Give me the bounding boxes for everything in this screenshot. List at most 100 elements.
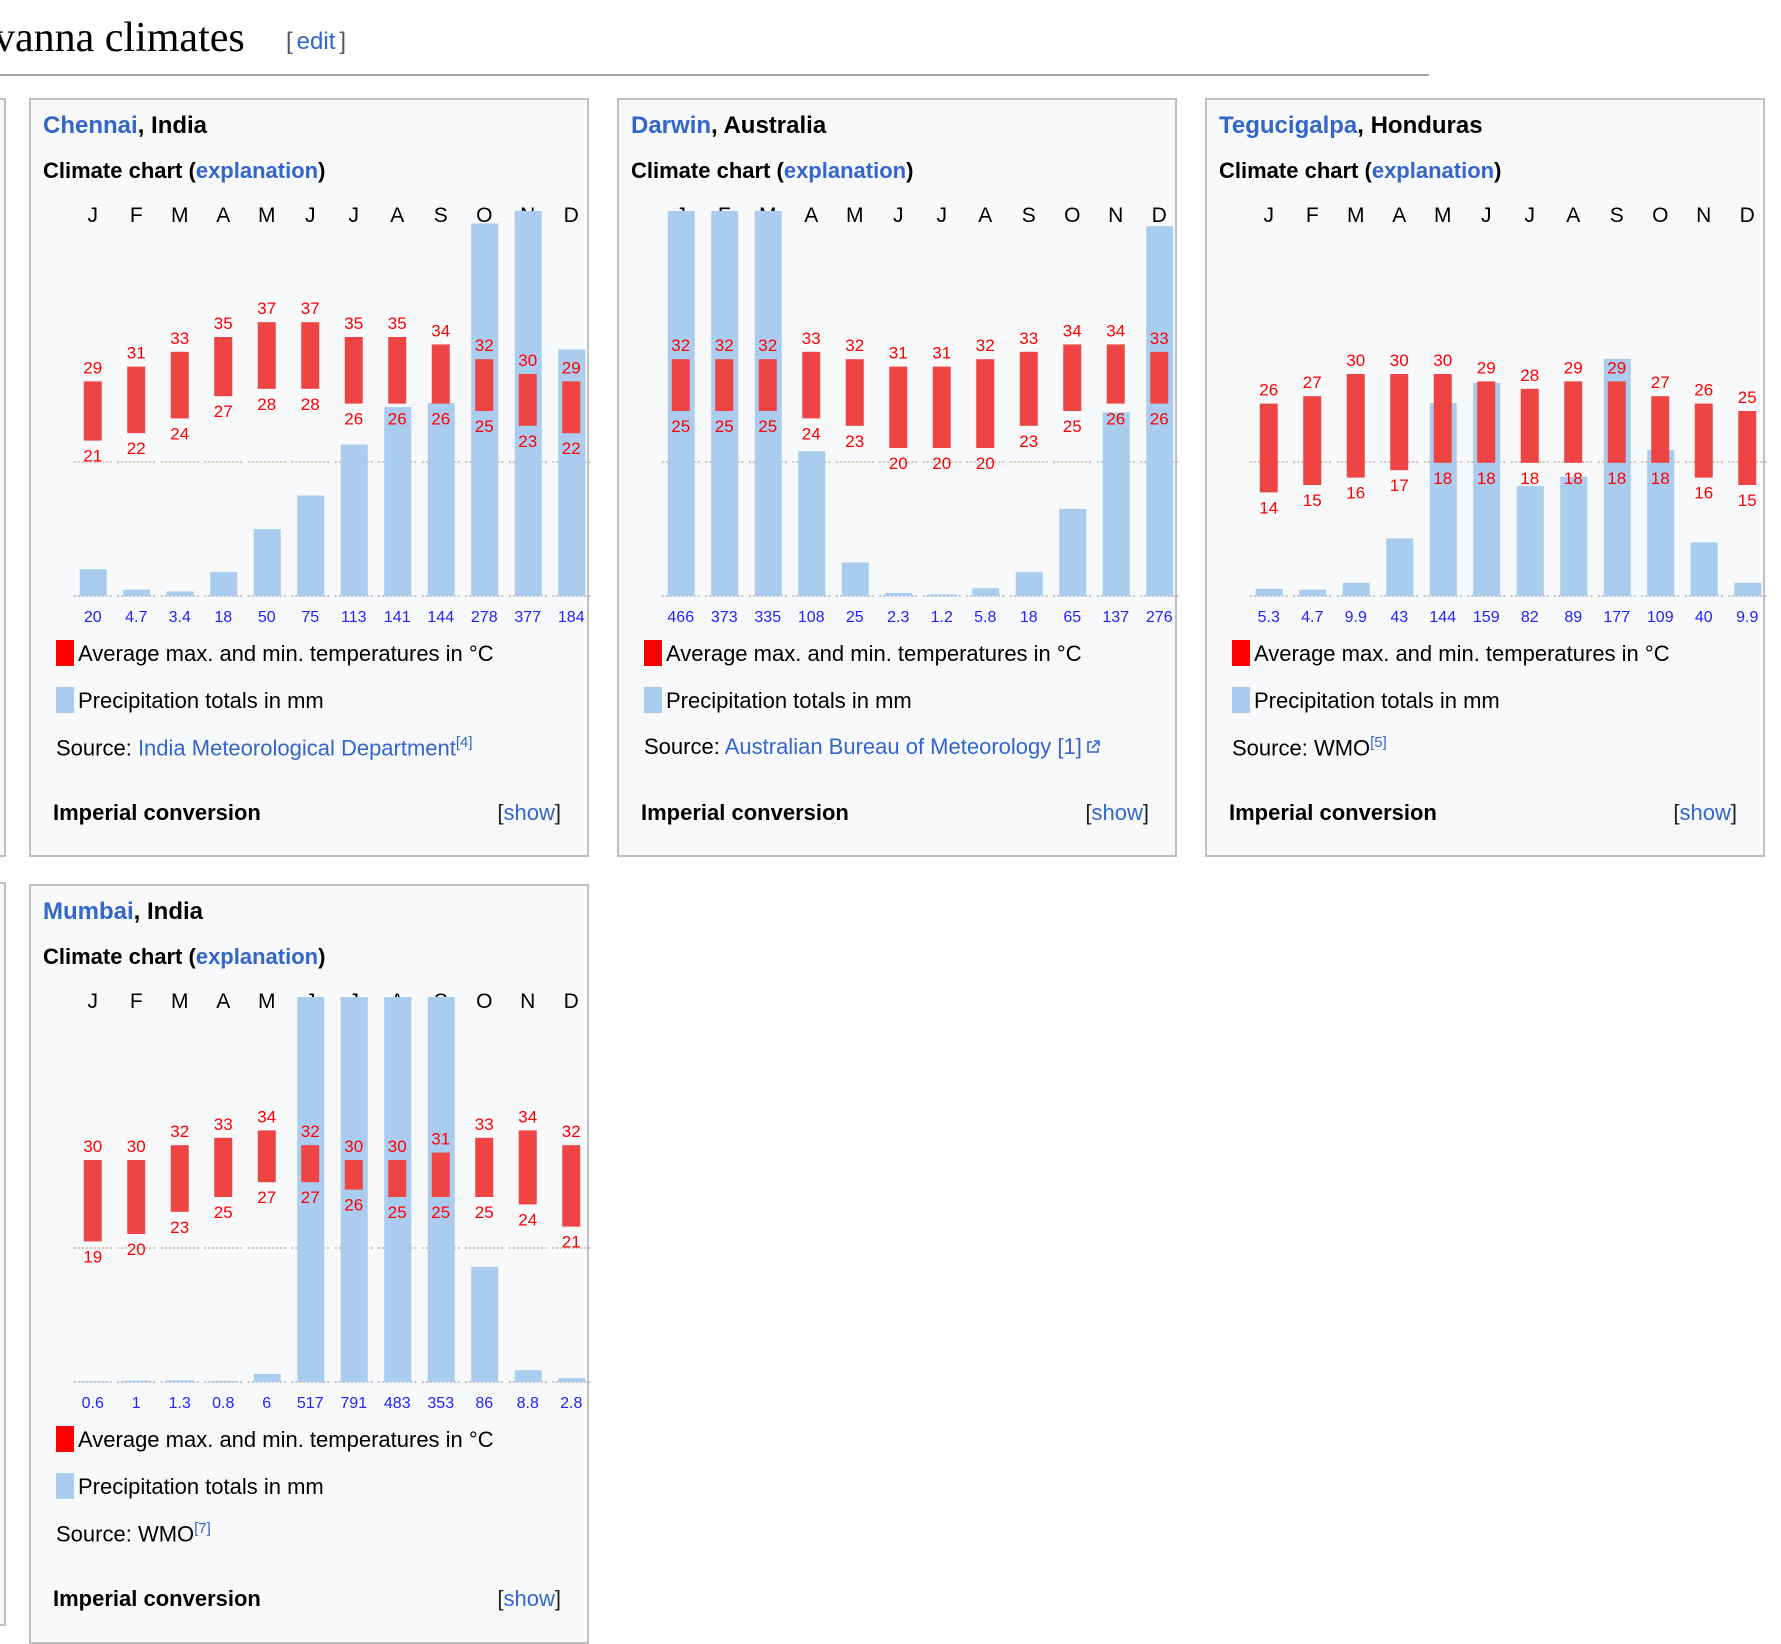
blue-swatch-icon — [1232, 687, 1250, 713]
blue-swatch-icon — [56, 1473, 74, 1499]
climate-chart-label: Climate chart (explanation) — [43, 158, 325, 184]
citation-ref[interactable]: [4] — [455, 734, 473, 751]
max-temp-label: 34 — [257, 1107, 276, 1126]
precip-bar — [210, 571, 238, 596]
legend-temp-text: Average max. and min. temperatures in °C — [1254, 641, 1670, 666]
source-link[interactable]: Australian Bureau of Meteorology [1] — [724, 734, 1082, 759]
precip-bar — [1690, 542, 1718, 596]
precip-label: 466 — [667, 609, 694, 626]
min-temp-label: 18 — [1520, 469, 1539, 488]
previous-box-edge — [0, 882, 6, 1626]
max-temp-label: 32 — [562, 1122, 581, 1141]
precip-label: 8.8 — [517, 1395, 539, 1412]
climate-chart: J30190.6F30201M32231.3A33250.8M34276J322… — [31, 986, 591, 1412]
precip-label: 86 — [475, 1395, 493, 1412]
climate-chart-text: Climate chart ( — [631, 158, 784, 183]
climate-chart-text: Climate chart ( — [43, 944, 196, 969]
min-temp-label: 18 — [1651, 469, 1670, 488]
temp-bar — [257, 322, 276, 389]
precip-bar — [972, 588, 1000, 596]
min-temp-label: 15 — [1303, 491, 1322, 510]
min-temp-label: 22 — [127, 439, 146, 458]
show-toggle: [show] — [497, 800, 561, 825]
precip-bar — [384, 407, 412, 596]
min-temp-label: 27 — [214, 402, 233, 421]
city-link[interactable]: Mumbai — [43, 898, 134, 925]
temp-bar — [1433, 374, 1452, 463]
month-label: D — [564, 990, 579, 1013]
city-link[interactable]: Darwin — [631, 112, 712, 139]
max-temp-label: 30 — [1433, 351, 1452, 370]
max-temp-label: 35 — [214, 314, 233, 333]
blue-swatch-icon — [56, 687, 74, 713]
imperial-conversion-label: Imperial conversion — [1229, 800, 1437, 825]
month-label: M — [258, 204, 276, 227]
precip-label: 4.7 — [125, 609, 147, 626]
source-link[interactable]: India Meteorological Department — [137, 735, 456, 761]
temp-bar — [257, 1130, 276, 1183]
city-link[interactable]: Chennai — [43, 112, 138, 139]
precip-bar — [340, 444, 368, 596]
temp-bar — [1106, 344, 1125, 404]
external-link-icon[interactable] — [1086, 734, 1100, 753]
min-temp-label: 18 — [1433, 469, 1452, 488]
citation-ref[interactable]: [5] — [1370, 734, 1387, 751]
precip-label: 18 — [214, 609, 232, 626]
show-button[interactable]: show — [1679, 800, 1731, 825]
temp-bar — [889, 366, 908, 448]
max-temp-label: 33 — [1150, 329, 1169, 348]
explanation-link[interactable]: explanation — [1371, 158, 1495, 183]
temp-bar — [1651, 396, 1670, 463]
show-button[interactable]: show — [1091, 800, 1143, 825]
max-temp-label: 32 — [671, 336, 690, 355]
country-name: , Australia — [711, 112, 827, 139]
temp-bar — [802, 351, 821, 419]
legend-precipitation: Precipitation totals in mm — [1232, 687, 1500, 714]
climate-chart-label: Climate chart (explanation) — [1219, 158, 1501, 184]
month-label: A — [1566, 204, 1580, 227]
climate-box-darwin: Darwin, Australia Climate chart (explanat… — [617, 98, 1179, 857]
explanation-link[interactable]: explanation — [783, 158, 907, 183]
precip-label: 0.8 — [212, 1395, 234, 1412]
precip-bar — [123, 589, 151, 596]
month-label: O — [476, 990, 492, 1013]
min-temp-label: 23 — [518, 432, 537, 451]
legend-precip-text: Precipitation totals in mm — [1254, 688, 1500, 713]
min-temp-label: 22 — [562, 439, 581, 458]
edit-link[interactable]: edit — [296, 28, 336, 55]
legend-precipitation: Precipitation totals in mm — [56, 687, 324, 714]
month-label: A — [804, 204, 818, 227]
precip-label: 2.3 — [887, 609, 909, 626]
temp-bar — [83, 1160, 102, 1242]
city-link[interactable]: Tegucigalpa — [1219, 112, 1358, 139]
source-label: Source: — [56, 1521, 138, 1547]
explanation-link[interactable]: explanation — [195, 158, 319, 183]
min-temp-label: 27 — [257, 1188, 276, 1207]
citation-ref[interactable]: [7] — [194, 1520, 211, 1537]
precip-bar — [1386, 538, 1414, 596]
temp-bar — [1346, 374, 1365, 478]
max-temp-label: 34 — [1106, 321, 1125, 340]
show-button[interactable]: show — [503, 800, 555, 825]
min-temp-label: 25 — [214, 1203, 233, 1222]
min-temp-label: 21 — [562, 1233, 581, 1252]
temp-bar — [1303, 396, 1322, 485]
min-temp-label: 20 — [976, 454, 995, 473]
temp-bar — [170, 1145, 189, 1212]
country-name: , India — [137, 112, 208, 139]
month-label: J — [1481, 204, 1492, 227]
climate-box-tegucigalpa: Tegucigalpa, Honduras Climate chart (expl… — [1205, 98, 1767, 857]
temp-bar — [214, 337, 233, 397]
temp-bar — [1694, 403, 1713, 478]
show-button[interactable]: show — [503, 1586, 555, 1611]
precip-bar — [253, 529, 281, 596]
max-temp-label: 30 — [83, 1137, 102, 1156]
temp-bar — [671, 359, 690, 411]
max-temp-label: 30 — [518, 351, 537, 370]
explanation-link[interactable]: explanation — [195, 944, 319, 969]
blue-swatch-icon — [644, 687, 662, 713]
temp-bar — [1520, 388, 1539, 463]
precip-bar — [1102, 412, 1130, 596]
precip-label: 82 — [1521, 609, 1539, 626]
temp-bar — [301, 1145, 320, 1183]
